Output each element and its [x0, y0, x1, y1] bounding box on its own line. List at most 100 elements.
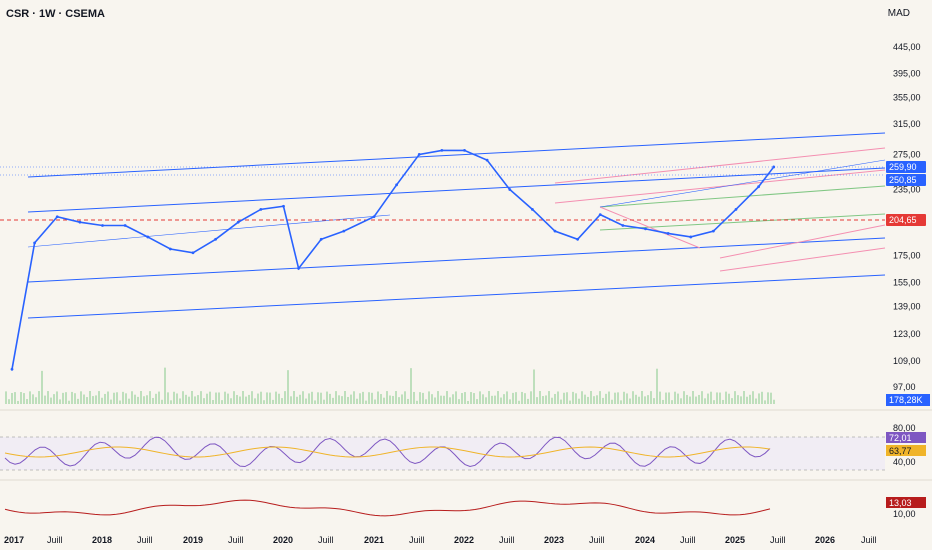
time-tick-label: Juill [137, 535, 153, 545]
volume-bar [569, 400, 571, 404]
time-tick-label: Juill [318, 535, 334, 545]
volume-bar [725, 391, 727, 404]
price-point [417, 153, 421, 156]
volume-bar [431, 394, 433, 404]
volume-bar [173, 391, 175, 404]
price-point [395, 183, 399, 187]
volume-bar [737, 395, 739, 404]
time-tick-label: 2021 [364, 535, 384, 545]
volume-bar [143, 396, 145, 404]
time-tick-label: Juill [770, 535, 786, 545]
volume-bar [200, 391, 202, 404]
volume-bar [26, 399, 28, 404]
volume-bar [317, 392, 319, 404]
time-tick-label: 2017 [4, 535, 24, 545]
volume-bar [719, 392, 721, 404]
volume-bar [80, 391, 82, 404]
price-point [463, 149, 466, 152]
volume-bar [638, 396, 640, 404]
volume-bar [347, 396, 349, 404]
price-point [485, 158, 489, 162]
price-series-line [11, 149, 775, 370]
volume-bar [392, 395, 394, 404]
volume-bar [335, 391, 337, 404]
volume-bar [140, 391, 142, 404]
volume-bar [479, 391, 481, 404]
price-tick-label: 275,00 [893, 149, 921, 159]
price-point [146, 235, 150, 239]
volume-bar [386, 391, 388, 404]
volume-bar [326, 391, 328, 404]
price-point [530, 207, 534, 211]
volume-bar [410, 368, 412, 404]
volume-bar [530, 391, 532, 404]
volume-bar [650, 391, 652, 404]
price-tick-label: 235,00 [893, 185, 921, 195]
volume-bar [59, 399, 61, 404]
volume-bar [767, 392, 769, 404]
rsi-signal-line [4, 446, 771, 458]
volume-bar [752, 391, 754, 404]
trend-line [599, 206, 701, 249]
volume-bar [482, 394, 484, 404]
volume-bar [662, 399, 664, 404]
volume-bar [611, 399, 613, 404]
volume-bar [506, 391, 508, 404]
volume-bar [161, 399, 163, 404]
volume-bar [698, 394, 700, 404]
rsi-badge [886, 432, 926, 443]
volume-bar [155, 393, 157, 404]
volume-bar [527, 398, 529, 404]
volume-bar [176, 393, 178, 404]
volume-bar [44, 395, 46, 404]
volume-bar [407, 398, 409, 404]
volume-bar [635, 394, 637, 404]
volume-bar [263, 400, 265, 404]
volume-bar [665, 392, 667, 404]
volume-bar [473, 393, 475, 404]
volume-bar [485, 397, 487, 404]
volume-bar [242, 391, 244, 404]
price-point [191, 251, 195, 255]
volume-bar [257, 393, 259, 404]
volume-bar [398, 397, 400, 404]
currency-label: MAD [887, 8, 910, 19]
volume-bar [86, 397, 88, 404]
volume-bar [167, 392, 169, 404]
volume-bar [65, 392, 67, 404]
volume-bar [74, 393, 76, 404]
price-tick-label: 97,00 [893, 382, 916, 392]
volume-bar [251, 391, 253, 404]
volume-bar [71, 391, 73, 404]
volume-bar [419, 392, 421, 404]
volume-bar [497, 391, 499, 404]
volume-bar [356, 398, 358, 404]
volume-badge [886, 394, 930, 406]
trend-line [27, 132, 886, 178]
rsi-line [4, 436, 771, 468]
volume-bar [353, 391, 355, 404]
volume-bar [254, 398, 256, 404]
price-badge-label: 259,90 [889, 162, 917, 172]
trend-line [554, 169, 886, 204]
volume-bar [503, 394, 505, 404]
time-tick-label: 2018 [92, 535, 112, 545]
volume-bar [218, 392, 220, 404]
volume-bar [599, 391, 601, 404]
volume-bar [284, 391, 286, 404]
volume-bar [17, 400, 19, 404]
price-tick-label: 175,00 [893, 250, 921, 260]
volume-bar [293, 391, 295, 404]
price-point [644, 227, 647, 231]
volume-bar [761, 391, 763, 404]
trend-line [27, 214, 391, 248]
volume-bar [686, 394, 688, 404]
volume-bar [731, 398, 733, 404]
volume-bar [755, 398, 757, 404]
volume-bar [341, 396, 343, 404]
volume-bar [452, 394, 454, 404]
volume-bar [359, 393, 361, 404]
volume-bar [266, 392, 268, 404]
volume-bar [461, 393, 463, 404]
